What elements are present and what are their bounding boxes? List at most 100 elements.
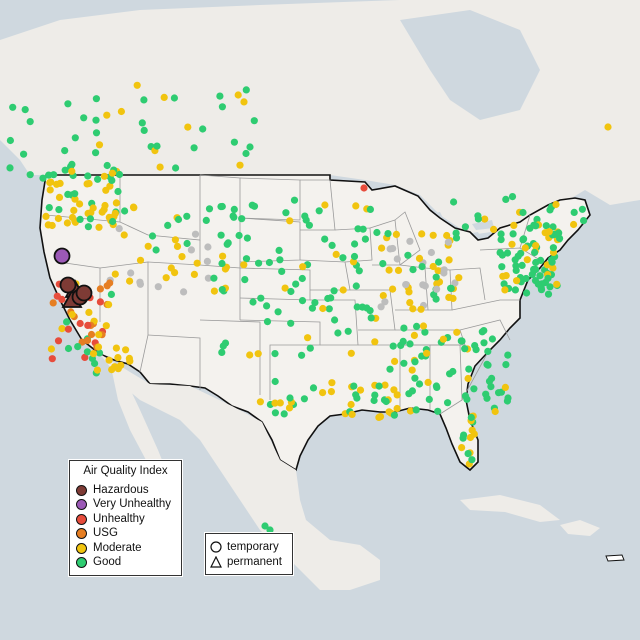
monitor-point (532, 222, 540, 230)
good-swatch (76, 556, 87, 568)
monitor-point (58, 325, 66, 333)
monitor-point (276, 256, 284, 264)
monitor-point (240, 261, 248, 269)
monitor-point (521, 244, 529, 252)
monitor-point (520, 235, 528, 243)
monitor-point (375, 382, 383, 390)
monitor-point (278, 267, 286, 275)
monitor-point (111, 270, 119, 278)
monitor-point (218, 348, 226, 356)
monitor-point (367, 314, 375, 322)
monitor-point (242, 86, 250, 94)
monitor-point (171, 269, 179, 277)
monitor-point (402, 281, 410, 289)
monitor-point (75, 284, 93, 302)
monitor-point (330, 287, 338, 295)
monitor-point (174, 215, 183, 224)
monitor-point (71, 195, 79, 203)
monitor-point (427, 248, 435, 257)
monitor-point (112, 344, 120, 352)
monitor-point (218, 103, 226, 111)
monitor-point (96, 285, 104, 293)
monitor-point (384, 230, 392, 238)
monitor-point (483, 394, 491, 402)
monitor-point (447, 284, 455, 292)
monitor-point (502, 195, 510, 203)
monitor-point (98, 208, 106, 216)
monitor-point (250, 117, 258, 125)
monitor-point (544, 274, 552, 282)
monitor-point (210, 274, 218, 282)
monitor-point (59, 276, 77, 294)
monitor-point (218, 286, 226, 294)
monitor-point (497, 230, 505, 238)
monitor-point (434, 407, 442, 415)
monitor-point (20, 150, 28, 158)
monitor-point (412, 406, 420, 414)
monitor-point (217, 231, 225, 239)
monitor-point (187, 246, 195, 254)
monitor-point (319, 304, 327, 313)
monitor-point (193, 259, 201, 267)
monitor-point (570, 208, 578, 216)
monitor-point (54, 214, 63, 223)
monitor-point (348, 410, 356, 418)
monitor-point (415, 254, 424, 262)
monitor-point (170, 94, 178, 102)
monitor-point (275, 246, 283, 254)
monitor-point (413, 322, 421, 330)
monitor-point (526, 224, 534, 232)
monitor-point (542, 222, 550, 230)
monitor-point (274, 308, 282, 316)
monitor-point (570, 220, 578, 229)
monitor-point (393, 404, 401, 413)
monitor-point (500, 280, 508, 288)
monitor-point (379, 260, 387, 268)
monitor-point (48, 355, 56, 363)
monitor-point (100, 172, 108, 180)
monitor-point (512, 266, 520, 274)
monitor-point (429, 262, 437, 271)
monitor-point (87, 330, 96, 339)
monitor-point (309, 384, 318, 392)
aqi-legend: Air Quality Index Hazardous Very Unhealt… (69, 460, 182, 576)
monitor-point (480, 339, 488, 347)
legend-item-permanent: permanent (210, 555, 282, 569)
monitor-point (511, 286, 519, 294)
monitor-point (108, 176, 116, 184)
monitor-point (204, 274, 212, 282)
monitor-point (205, 205, 214, 213)
monitor-point (400, 324, 408, 332)
monitor-point (152, 246, 160, 254)
monitor-point (92, 149, 100, 157)
hudson-bay (400, 10, 540, 120)
monitor-point (381, 298, 389, 306)
monitor-point (76, 200, 84, 208)
monitor-point (286, 394, 294, 402)
monitor-point (409, 266, 417, 274)
circle-icon (210, 541, 222, 553)
legend-item-usg: USG (76, 526, 118, 540)
monitor-point (549, 244, 558, 252)
monitor-point (353, 303, 361, 311)
monitor-point (235, 231, 243, 240)
monitor-point (429, 231, 437, 239)
monitor-point (472, 346, 480, 354)
monitor-point (94, 343, 103, 351)
monitor-point (578, 205, 587, 213)
usg-swatch (76, 527, 87, 539)
monitor-point (311, 299, 319, 307)
monitor-point (546, 283, 554, 291)
monitor-point (71, 134, 79, 142)
monitor-point (50, 171, 58, 179)
monitor-point (460, 431, 468, 439)
monitor-point (218, 259, 226, 268)
monitor-point (6, 136, 14, 145)
monitor-point (46, 179, 54, 187)
monitor-point (111, 209, 119, 217)
monitor-point (85, 308, 93, 316)
monitor-point (9, 103, 17, 111)
monitor-point (350, 382, 358, 390)
monitor-point (498, 263, 506, 271)
hispaniola (560, 520, 600, 536)
